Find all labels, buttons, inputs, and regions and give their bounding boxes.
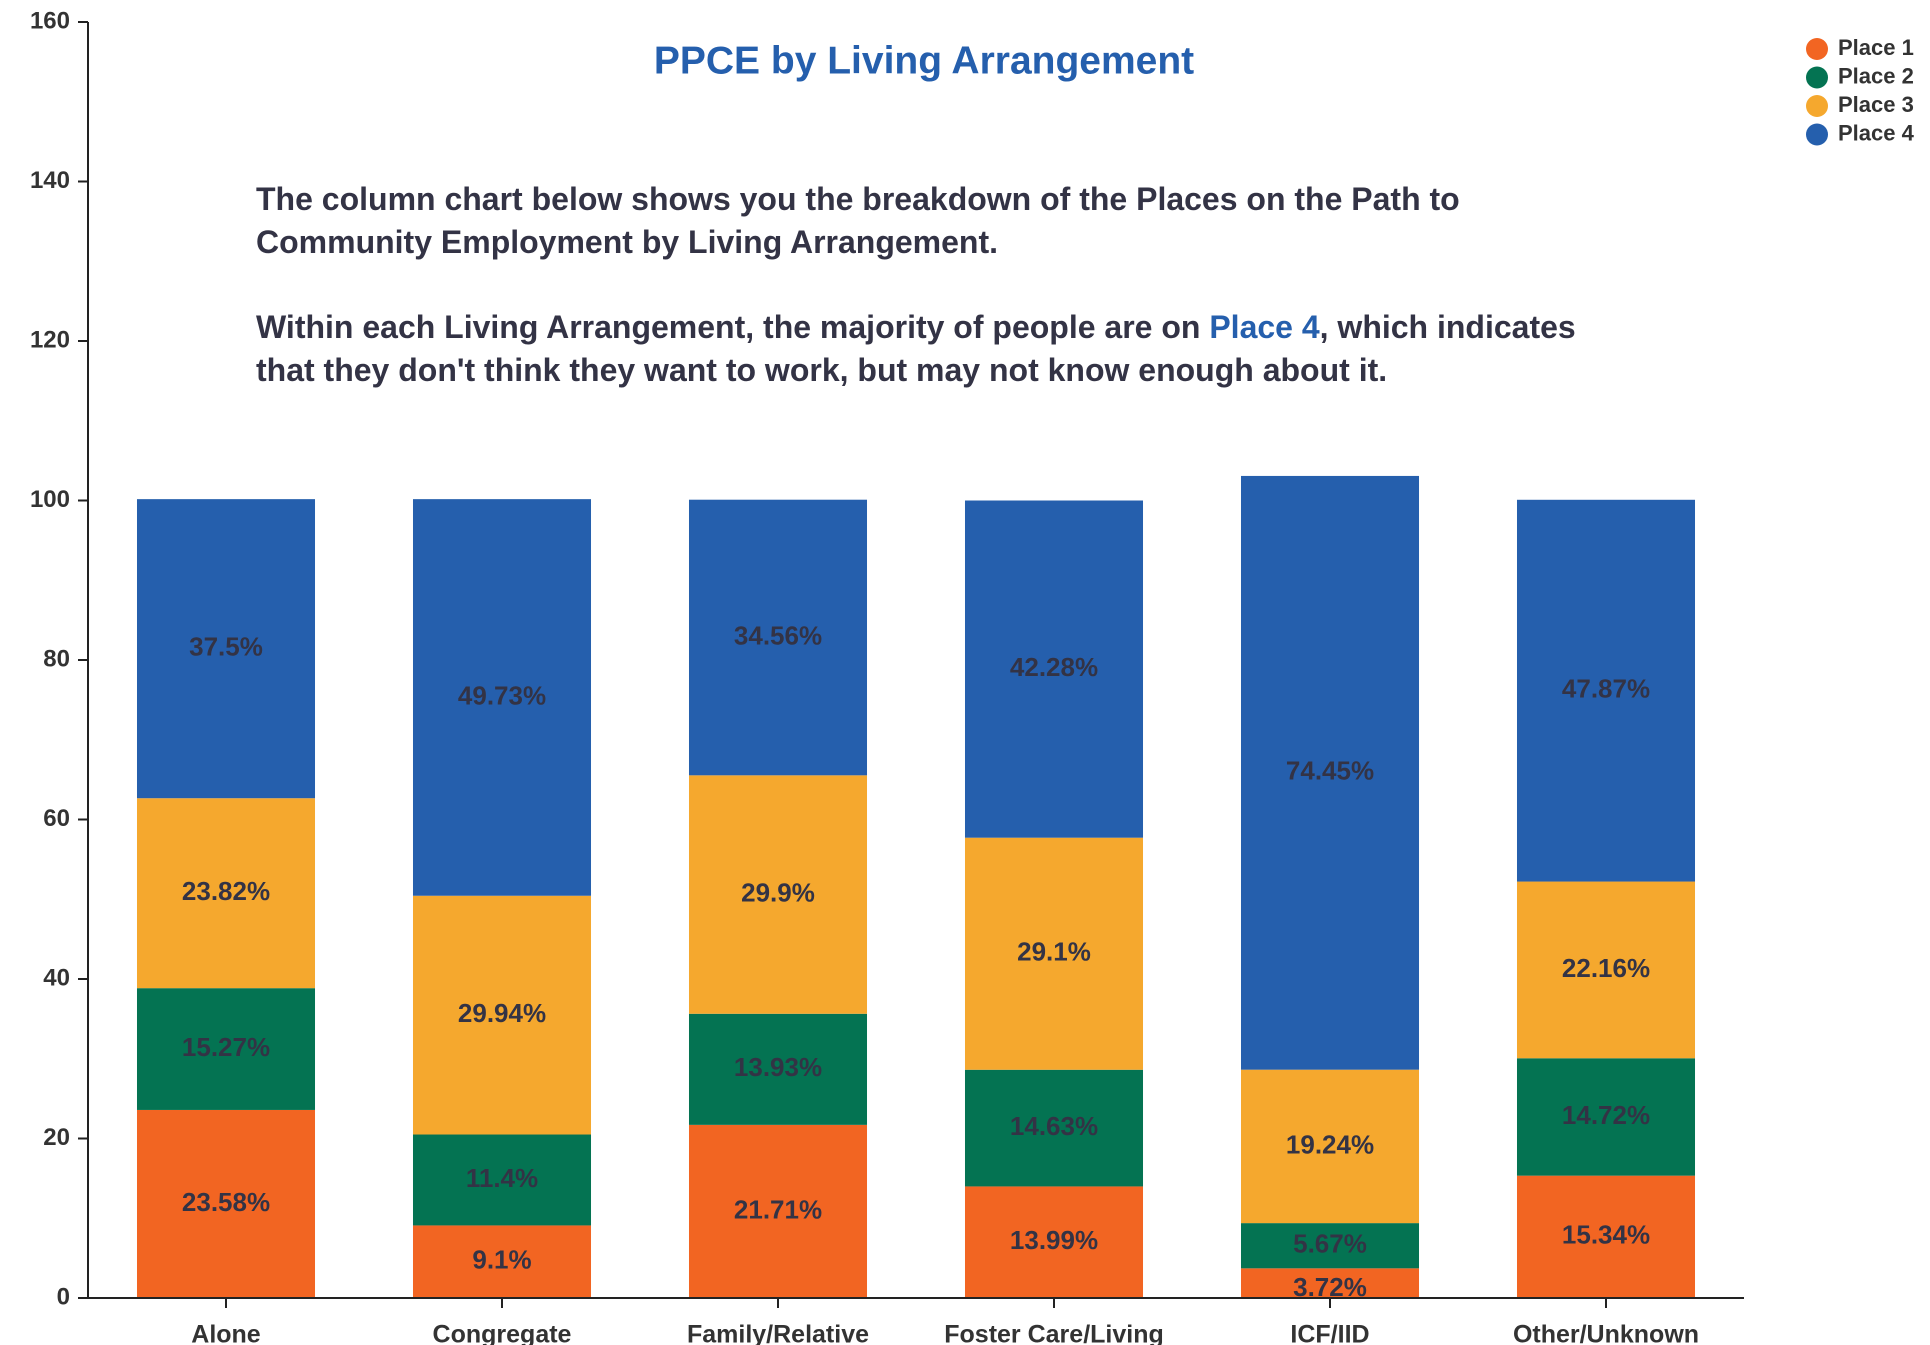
annotation-text: Within each Living Arrangement, the majo… [256, 309, 1210, 345]
y-tick-label: 120 [30, 326, 70, 353]
data-label: 13.93% [734, 1052, 822, 1082]
bar-segment [136, 798, 316, 989]
legend-label: Place 4 [1838, 120, 1915, 145]
legend-swatch [1806, 95, 1828, 117]
data-label: 14.63% [1010, 1111, 1098, 1141]
data-label: 15.27% [182, 1032, 270, 1062]
y-tick-label: 100 [30, 486, 70, 513]
legend-swatch [1806, 123, 1828, 146]
bar-segment [136, 499, 316, 799]
bar-segment [1516, 881, 1696, 1059]
bar-segment [1516, 1058, 1696, 1176]
x-tick-label: Alone [191, 1321, 261, 1345]
data-label: 13.99% [1010, 1225, 1098, 1255]
bar-segment [412, 1134, 592, 1226]
data-label: 19.24% [1286, 1129, 1374, 1159]
data-label: 22.16% [1562, 953, 1650, 983]
y-tick-label: 160 [30, 7, 70, 34]
bar-segment [964, 1069, 1144, 1187]
bar-segment [964, 1186, 1144, 1298]
data-label: 23.82% [182, 876, 270, 906]
y-tick-label: 140 [30, 167, 70, 194]
bar-segment [688, 775, 868, 1014]
data-label: 29.94% [458, 998, 546, 1028]
data-label: 5.67% [1293, 1229, 1367, 1259]
bar-segment [1240, 475, 1420, 1070]
annotation-paragraph: Within each Living Arrangement, the majo… [256, 306, 1616, 392]
data-label: 23.58% [182, 1187, 270, 1217]
x-tick-label: Family/Relative [687, 1321, 869, 1345]
bar-segment [412, 895, 592, 1135]
annotation: The column chart below shows you the bre… [256, 178, 1616, 434]
data-label: 49.73% [458, 680, 546, 710]
y-tick-label: 60 [43, 805, 70, 832]
data-label: 37.5% [189, 632, 263, 662]
y-tick-label: 0 [57, 1283, 70, 1310]
y-tick-label: 20 [43, 1124, 70, 1151]
y-tick-label: 80 [43, 645, 70, 672]
annotation-highlight: Place 4 [1209, 309, 1320, 345]
bar-segment [1516, 1175, 1696, 1298]
annotation-text: , which indicates that they don't think … [256, 309, 1576, 388]
bar-segment [688, 1013, 868, 1125]
x-tick-label: ICF/IID [1290, 1321, 1369, 1345]
data-label: 34.56% [734, 620, 822, 650]
bar-segment [412, 499, 592, 896]
bar-segment [1240, 1268, 1420, 1298]
bar-segment [1240, 1069, 1420, 1224]
bar-segment [136, 988, 316, 1110]
data-label: 29.9% [741, 877, 815, 907]
legend-swatch [1806, 38, 1828, 60]
bar-segment [412, 1225, 592, 1298]
data-label: 74.45% [1286, 756, 1374, 786]
data-label: 47.87% [1562, 674, 1650, 704]
data-label: 29.1% [1017, 937, 1091, 967]
x-tick-label: Other/Unknown [1513, 1321, 1699, 1345]
bar-segment [964, 500, 1144, 838]
x-tick-label: Congregate [433, 1321, 572, 1345]
legend-label: Place 3 [1838, 92, 1914, 117]
bar-segment [688, 1124, 868, 1298]
annotation-paragraph: The column chart below shows you the bre… [256, 181, 1460, 260]
legend-swatch [1806, 66, 1828, 89]
bar-segment [688, 499, 868, 776]
data-label: 15.34% [1562, 1220, 1650, 1250]
data-label: 11.4% [466, 1163, 538, 1193]
legend-label: Place 1 [1838, 35, 1914, 60]
bar-segment [1516, 499, 1696, 882]
chart-title: PPCE by Living Arrangement [654, 39, 1194, 82]
bar-segment [136, 1109, 316, 1298]
bar-segment [964, 837, 1144, 1070]
y-tick-label: 40 [43, 964, 70, 991]
bar-segment [1240, 1223, 1420, 1269]
data-label: 9.1% [472, 1245, 531, 1275]
data-label: 14.72% [1562, 1100, 1650, 1130]
x-tick-label: Foster Care/Living [944, 1321, 1164, 1345]
data-label: 42.28% [1010, 652, 1098, 682]
data-label: 21.71% [734, 1194, 822, 1224]
legend-label: Place 2 [1838, 63, 1914, 88]
